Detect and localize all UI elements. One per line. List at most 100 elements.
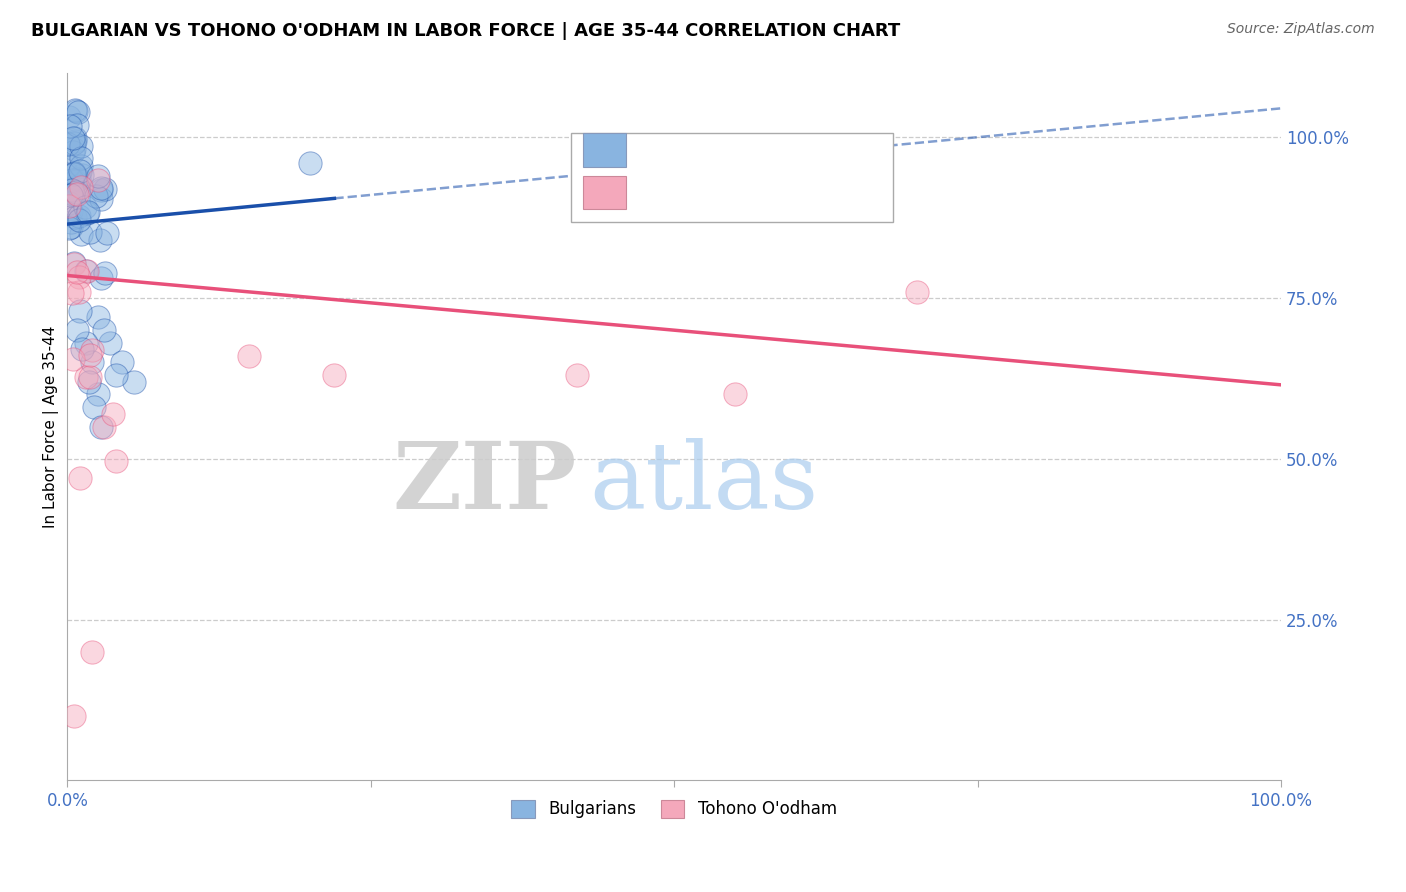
Point <box>79 347 101 361</box>
Point <box>63 136 86 150</box>
Point <box>80 645 103 659</box>
Point <box>76 264 98 278</box>
Point <box>58 110 80 124</box>
Point <box>87 169 110 183</box>
Point <box>103 407 125 421</box>
Point <box>79 225 101 239</box>
Point <box>63 167 86 181</box>
Point <box>69 227 91 241</box>
Point <box>75 336 97 351</box>
Point <box>79 375 101 389</box>
Point <box>63 173 86 187</box>
Point <box>58 221 80 235</box>
Point <box>60 173 83 187</box>
Point <box>104 368 127 383</box>
Point <box>58 196 80 211</box>
Point <box>63 166 86 180</box>
Point <box>62 131 84 145</box>
Point <box>94 182 117 196</box>
Point <box>67 209 90 223</box>
Text: Source: ZipAtlas.com: Source: ZipAtlas.com <box>1227 22 1375 37</box>
Point <box>60 285 83 300</box>
Point <box>87 173 110 187</box>
Text: atlas: atlas <box>589 438 818 528</box>
Point <box>63 257 86 271</box>
Point <box>58 199 80 213</box>
Point <box>84 188 107 202</box>
Point <box>93 323 115 337</box>
Point <box>69 471 91 485</box>
Point <box>63 131 86 145</box>
Point <box>93 266 115 280</box>
Point <box>66 172 89 186</box>
Point <box>59 215 82 229</box>
Point <box>56 137 79 152</box>
Point <box>70 139 93 153</box>
Point <box>66 323 89 337</box>
Point <box>67 172 90 186</box>
Point <box>69 164 91 178</box>
Point <box>66 118 89 132</box>
Point <box>75 200 97 214</box>
Text: R =  0.133   N = 74: R = 0.133 N = 74 <box>638 138 794 153</box>
Point <box>65 265 87 279</box>
Point <box>67 285 90 299</box>
Point <box>58 160 80 174</box>
Point <box>90 181 112 195</box>
Point <box>60 183 83 197</box>
Point <box>90 183 112 197</box>
Point <box>62 351 84 366</box>
Point <box>93 420 115 434</box>
Text: BULGARIAN VS TOHONO O'ODHAM IN LABOR FORCE | AGE 35-44 CORRELATION CHART: BULGARIAN VS TOHONO O'ODHAM IN LABOR FOR… <box>31 22 900 40</box>
Point <box>58 169 80 183</box>
Point <box>59 219 82 234</box>
FancyBboxPatch shape <box>583 176 626 210</box>
Point <box>69 151 91 165</box>
FancyBboxPatch shape <box>571 133 893 221</box>
Point <box>104 454 127 468</box>
Point <box>111 355 134 369</box>
Point <box>63 255 86 269</box>
Point <box>70 159 93 173</box>
Point <box>67 105 90 120</box>
Point <box>80 355 103 369</box>
Point <box>63 142 86 156</box>
Point <box>122 375 145 389</box>
Y-axis label: In Labor Force | Age 35-44: In Labor Force | Age 35-44 <box>44 326 59 528</box>
Point <box>63 103 86 117</box>
Point <box>66 179 89 194</box>
Point <box>565 368 588 383</box>
Point <box>59 119 82 133</box>
Point <box>87 387 110 401</box>
Point <box>69 304 91 318</box>
Point <box>62 187 84 202</box>
Point <box>89 233 111 247</box>
Point <box>83 401 105 415</box>
Point <box>67 269 90 284</box>
Point <box>90 419 112 434</box>
Point <box>96 226 118 240</box>
Point <box>65 187 87 202</box>
Point <box>98 336 121 351</box>
Legend: Bulgarians, Tohono O'odham: Bulgarians, Tohono O'odham <box>505 793 844 825</box>
Point <box>905 285 928 299</box>
Point <box>76 264 98 278</box>
Point <box>76 205 98 219</box>
FancyBboxPatch shape <box>583 133 626 167</box>
Point <box>62 145 84 160</box>
Point <box>62 709 84 723</box>
Point <box>66 187 89 202</box>
Point <box>323 368 346 383</box>
Point <box>60 188 83 202</box>
Point <box>65 103 87 118</box>
Point <box>65 134 87 148</box>
Text: ZIP: ZIP <box>392 438 576 528</box>
Point <box>90 271 112 285</box>
Point <box>60 203 83 218</box>
Point <box>299 156 322 170</box>
Point <box>82 343 104 357</box>
Text: R = -0.259   N = 26: R = -0.259 N = 26 <box>638 181 796 195</box>
Point <box>75 369 97 384</box>
Point <box>89 192 111 206</box>
Point <box>70 168 93 182</box>
